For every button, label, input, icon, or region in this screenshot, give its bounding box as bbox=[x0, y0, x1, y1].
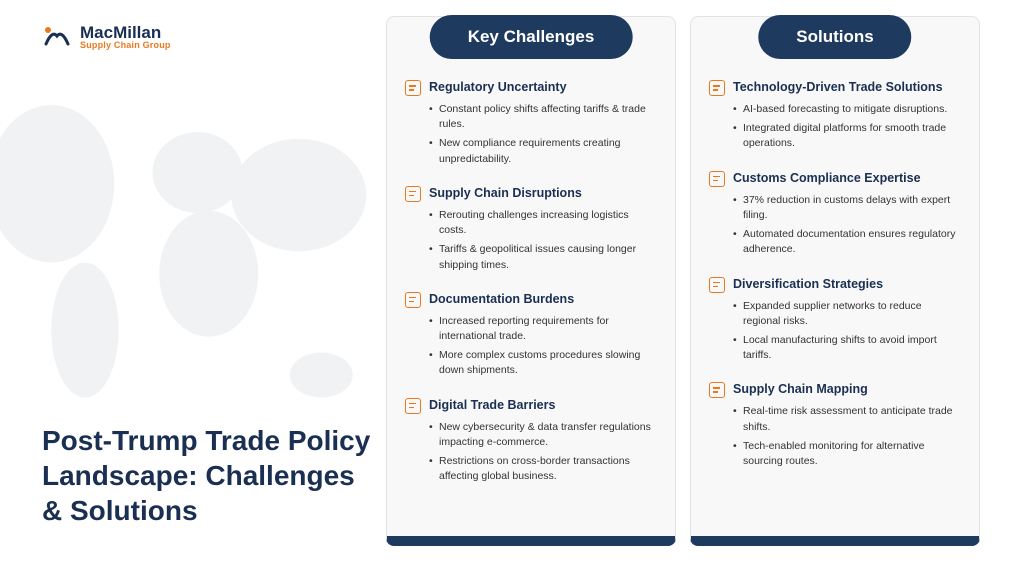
document-icon bbox=[405, 292, 421, 308]
solution-section: Customs Compliance Expertise 37% reducti… bbox=[709, 170, 961, 258]
document-icon bbox=[405, 186, 421, 202]
main-heading: Post-Trump Trade Policy Landscape: Chall… bbox=[42, 423, 382, 528]
section-heading: Supply Chain Mapping bbox=[733, 381, 868, 397]
bullet-item: AI-based forecasting to mitigate disrupt… bbox=[733, 102, 961, 117]
section-heading: Documentation Burdens bbox=[429, 291, 574, 307]
content-panels: Key Challenges Regulatory Uncertainty Co… bbox=[386, 16, 980, 546]
bullet-item: More complex customs procedures slowing … bbox=[429, 348, 657, 378]
section-heading: Regulatory Uncertainty bbox=[429, 79, 567, 95]
bullet-item: Real-time risk assessment to anticipate … bbox=[733, 404, 961, 434]
bullet-item: Local manufacturing shifts to avoid impo… bbox=[733, 333, 961, 363]
challenge-section: Digital Trade Barriers New cybersecurity… bbox=[405, 397, 657, 485]
bullet-item: 37% reduction in customs delays with exp… bbox=[733, 193, 961, 223]
bullet-item: Automated documentation ensures regulato… bbox=[733, 227, 961, 257]
solution-section: Technology-Driven Trade Solutions AI-bas… bbox=[709, 79, 961, 152]
brand-logo: MacMillan Supply Chain Group bbox=[42, 22, 171, 52]
section-heading: Diversification Strategies bbox=[733, 276, 883, 292]
bullet-item: Expanded supplier networks to reduce reg… bbox=[733, 299, 961, 329]
solution-section: Supply Chain Mapping Real-time risk asse… bbox=[709, 381, 961, 469]
page-title: Post-Trump Trade Policy Landscape: Chall… bbox=[42, 423, 382, 528]
bullet-item: Increased reporting requirements for int… bbox=[429, 314, 657, 344]
document-icon bbox=[709, 277, 725, 293]
bullet-item: New compliance requirements creating unp… bbox=[429, 136, 657, 166]
challenge-section: Supply Chain Disruptions Rerouting chall… bbox=[405, 185, 657, 273]
document-icon bbox=[405, 398, 421, 414]
document-icon bbox=[709, 382, 725, 398]
section-heading: Technology-Driven Trade Solutions bbox=[733, 79, 943, 95]
bullet-item: Constant policy shifts affecting tariffs… bbox=[429, 102, 657, 132]
bullet-item: Restrictions on cross-border transaction… bbox=[429, 454, 657, 484]
document-icon bbox=[709, 171, 725, 187]
logo-company-subtitle: Supply Chain Group bbox=[80, 41, 171, 50]
bullet-item: Rerouting challenges increasing logistic… bbox=[429, 208, 657, 238]
section-heading: Supply Chain Disruptions bbox=[429, 185, 582, 201]
solution-section: Diversification Strategies Expanded supp… bbox=[709, 276, 961, 364]
challenges-header: Key Challenges bbox=[430, 15, 633, 59]
document-icon bbox=[709, 80, 725, 96]
bullet-item: New cybersecurity & data transfer regula… bbox=[429, 420, 657, 450]
section-heading: Digital Trade Barriers bbox=[429, 397, 555, 413]
solutions-panel: Solutions Technology-Driven Trade Soluti… bbox=[690, 16, 980, 546]
section-heading: Customs Compliance Expertise bbox=[733, 170, 921, 186]
bullet-item: Tech-enabled monitoring for alternative … bbox=[733, 439, 961, 469]
challenge-section: Documentation Burdens Increased reportin… bbox=[405, 291, 657, 379]
bullet-item: Integrated digital platforms for smooth … bbox=[733, 121, 961, 151]
challenge-section: Regulatory Uncertainty Constant policy s… bbox=[405, 79, 657, 167]
bullet-item: Tariffs & geopolitical issues causing lo… bbox=[429, 242, 657, 272]
document-icon bbox=[405, 80, 421, 96]
solutions-header: Solutions bbox=[758, 15, 911, 59]
challenges-panel: Key Challenges Regulatory Uncertainty Co… bbox=[386, 16, 676, 546]
logo-mark-icon bbox=[42, 22, 72, 52]
logo-company-name: MacMillan bbox=[80, 24, 171, 41]
